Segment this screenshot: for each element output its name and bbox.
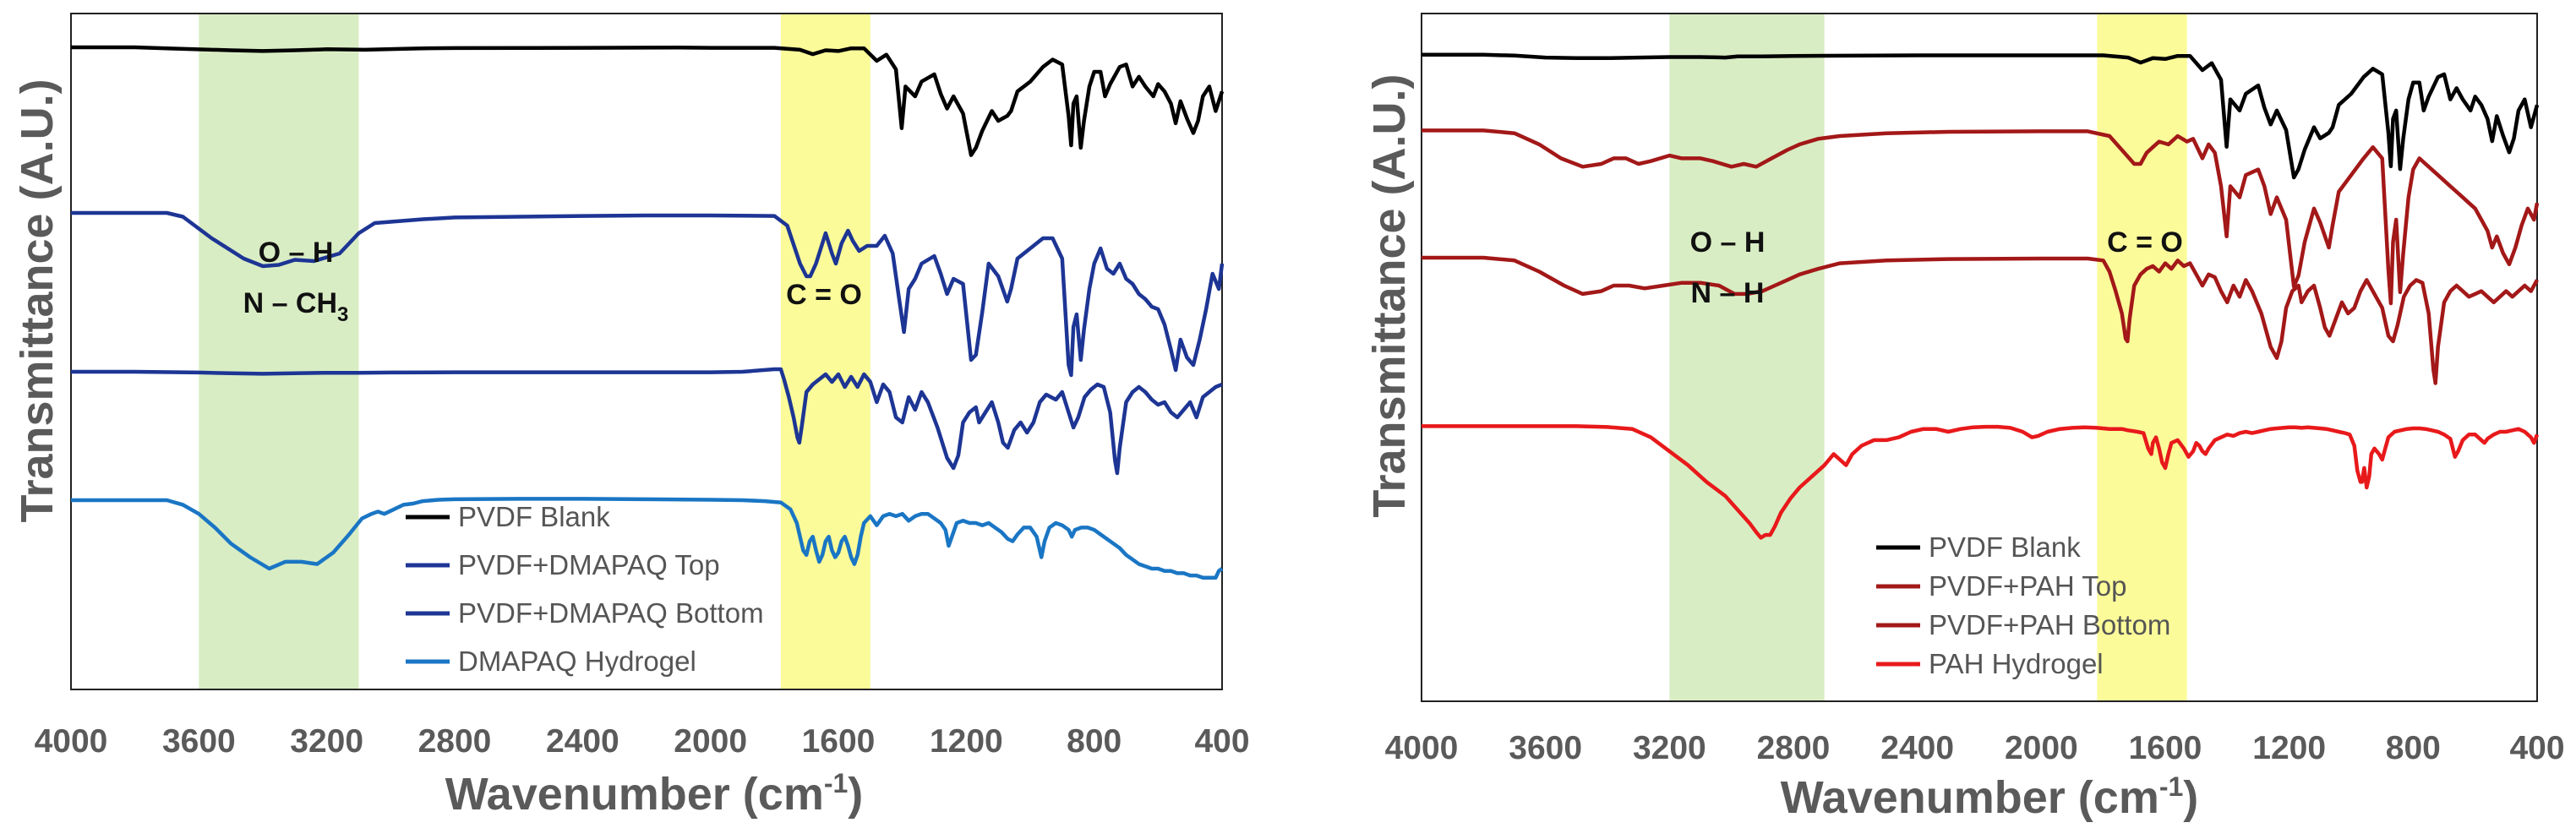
legend-label-pvdf-pah-top: PVDF+PAH Top — [1929, 570, 2126, 602]
legend-label-pvdf-pah-bottom: PVDF+PAH Bottom — [1929, 609, 2170, 640]
x-tick-label: 1600 — [802, 723, 876, 760]
series-line-pvdf-blank — [1422, 52, 2540, 180]
x-tick-label: 1200 — [930, 723, 1003, 760]
series-line-pah-hydrogel — [1422, 424, 2540, 540]
x-tick-label: 4000 — [35, 723, 108, 760]
x-tick-labels: 4000 3600 3200 2800 2400 2000 1600 1200 800 400 — [35, 723, 1250, 760]
x-tick-label: 1200 — [2252, 730, 2326, 766]
band-label: C = O — [2107, 226, 2183, 259]
legend-label-pvdf-dmapaq-top: PVDF+DMAPAQ Top — [458, 549, 720, 580]
oh-nch3-band — [199, 14, 359, 689]
legend-label-pvdf-blank: PVDF Blank — [458, 501, 610, 532]
plot-frame — [1421, 13, 2538, 702]
band-label: N – H — [1691, 277, 1765, 309]
band-label: C = O — [786, 279, 862, 311]
x-tick-label: 800 — [1067, 723, 1122, 760]
series-line-pvdf-blank — [71, 45, 1225, 157]
x-tick-label: 3600 — [1509, 730, 1582, 766]
band-labels: O – H N – H C = O — [1690, 226, 2183, 309]
x-tick-label: 800 — [2386, 730, 2441, 766]
series-layer — [71, 45, 1225, 580]
legend: PVDF Blank PVDF+DMAPAQ Top PVDF+DMAPAQ Bot… — [406, 501, 764, 677]
x-tick-label: 2800 — [1757, 730, 1831, 766]
band-label: O – H — [1690, 226, 1766, 259]
carbonyl-band — [780, 14, 870, 689]
legend-label-pvdf-dmapaq-bottom: PVDF+DMAPAQ Bottom — [458, 597, 764, 629]
series-layer — [1422, 52, 2540, 540]
x-tick-labels: 4000 3600 3200 2800 2400 2000 1600 1200 800 400 — [1385, 730, 2565, 766]
x-tick-label: 400 — [2509, 730, 2564, 766]
x-tick-label: 400 — [1194, 723, 1249, 760]
x-tick-label: 2400 — [1880, 730, 1954, 766]
band-label-subscript: 3 — [337, 303, 348, 326]
chart-dmapaq: 4000 3600 3200 2800 2400 2000 1600 1200 800 400 O… — [12, 13, 1250, 820]
x-tick-label: 2000 — [2005, 730, 2078, 766]
series-line-pvdf-pah-bottom — [1422, 255, 2539, 385]
legend-label-pah-hydrogel: PAH Hydrogel — [1929, 648, 2104, 679]
y-axis-title: Transmittance (A.U.) — [1364, 74, 1415, 517]
legend-label-dmapaq-hydrogel: DMAPAQ Hydrogel — [458, 646, 696, 677]
x-tick-label: 2800 — [418, 723, 492, 760]
x-tick-label: 2400 — [546, 723, 619, 760]
x-tick-label: 3600 — [162, 723, 236, 760]
x-tick-label: 3200 — [290, 723, 363, 760]
series-line-pvdf-dmapaq-bottom — [71, 367, 1223, 476]
x-tick-label: 4000 — [1385, 730, 1459, 766]
x-tick-label: 1600 — [2129, 730, 2202, 766]
series-line-dmapaq-hydrogel — [71, 497, 1224, 580]
legend: PVDF Blank PVDF+PAH Top PVDF+PAH Bottom PAH… — [1876, 531, 2170, 679]
x-axis-title: Wavenumber (cm-1) — [1781, 771, 2199, 823]
legend-label-pvdf-blank: PVDF Blank — [1929, 531, 2081, 563]
x-tick-label: 3200 — [1633, 730, 1706, 766]
series-line-pvdf-dmapaq-top — [71, 210, 1225, 378]
x-tick-label: 2000 — [674, 723, 747, 760]
x-axis-title: Wavenumber (cm-1) — [445, 768, 864, 820]
series-line-pvdf-pah-top — [1422, 128, 2540, 306]
oh-nh-band — [1669, 14, 1825, 701]
y-axis-title: Transmittance (A.U.) — [12, 79, 63, 522]
chart-pah: 4000 3600 3200 2800 2400 2000 1600 1200 800 400 O… — [1364, 13, 2565, 823]
carbonyl-band — [2097, 14, 2187, 701]
plot-frame — [70, 13, 1223, 690]
band-label: O – H — [259, 237, 334, 269]
